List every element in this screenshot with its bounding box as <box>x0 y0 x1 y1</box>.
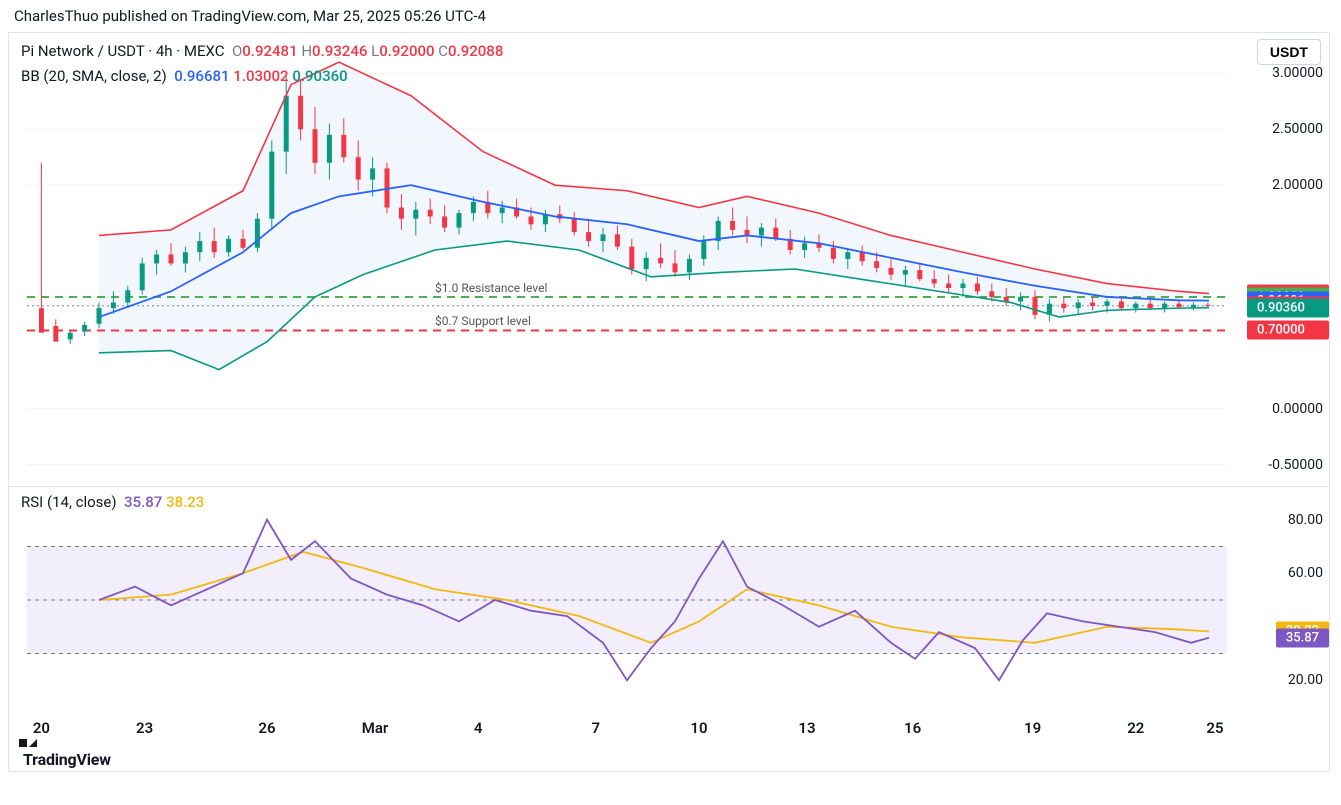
time-tick: 4 <box>474 719 483 737</box>
price-panel[interactable]: Pi Network / USDT · 4h · MEXC O0.92481 H… <box>9 33 1329 487</box>
price-chart-svg <box>9 33 1331 487</box>
time-tick: 10 <box>690 719 707 737</box>
rsi-value-tag: 35.87 <box>1276 628 1329 647</box>
time-tick: 16 <box>904 719 921 737</box>
tradingview-branding: TradingView <box>19 736 111 769</box>
time-tick: 20 <box>33 719 50 737</box>
tv-logo-icon <box>19 736 111 750</box>
time-tick: 26 <box>258 719 275 737</box>
rsi-tick: 80.00 <box>1288 512 1323 528</box>
level-annotation: $0.7 Support level <box>435 314 531 328</box>
time-tick: 25 <box>1206 719 1223 737</box>
price-level-tag: 0.70000 <box>1247 321 1329 340</box>
price-axis[interactable]: 3.000002.500002.000000.00000-0.500001.03… <box>1229 33 1329 486</box>
time-axis[interactable]: 20 23 26 Mar 4 7 10 13 16 19 22 25 <box>9 713 1329 743</box>
chart-frame: Pi Network / USDT · 4h · MEXC O0.92481 H… <box>8 32 1330 772</box>
time-tick: 23 <box>136 719 153 737</box>
time-tick: 19 <box>1024 719 1041 737</box>
price-tick: 2.00000 <box>1272 177 1323 193</box>
time-tick: 13 <box>798 719 815 737</box>
price-tick: -0.50000 <box>1268 457 1323 473</box>
time-tick: 7 <box>592 719 601 737</box>
price-tick: 2.50000 <box>1272 121 1323 137</box>
price-tick: 0.00000 <box>1272 401 1323 417</box>
rsi-panel[interactable]: RSI (14, close) 35.87 38.23 80.00 60.00 20… <box>9 489 1329 717</box>
rsi-chart-svg <box>9 489 1331 717</box>
time-tick: 22 <box>1127 719 1144 737</box>
level-annotation: $1.0 Resistance level <box>435 281 547 295</box>
main-legend: Pi Network / USDT · 4h · MEXC O0.92481 H… <box>21 39 503 88</box>
publish-header: CharlesThuo published on TradingView.com… <box>14 7 486 25</box>
rsi-tick: 60.00 <box>1288 565 1323 581</box>
rsi-tick: 20.00 <box>1288 672 1323 688</box>
time-tick: Mar <box>362 719 389 737</box>
price-tick: 3.00000 <box>1272 65 1323 81</box>
rsi-legend: RSI (14, close) 35.87 38.23 <box>21 493 204 511</box>
price-level-tag: 0.90360 <box>1247 298 1329 317</box>
